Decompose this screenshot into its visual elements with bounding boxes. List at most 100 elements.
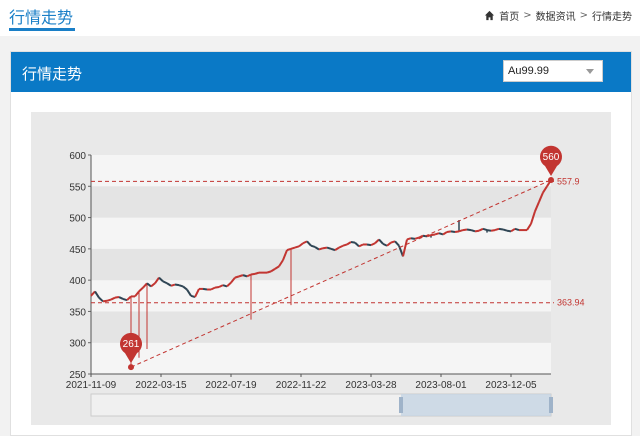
price-segment [466, 228, 472, 232]
page-title: 行情走势 [9, 8, 74, 27]
chevron-down-icon [586, 69, 594, 74]
price-segment [478, 227, 484, 232]
product-select-value: Au99.99 [508, 65, 549, 77]
grid-band [91, 155, 551, 187]
home-icon[interactable] [484, 10, 495, 21]
price-segment [542, 185, 548, 194]
zoom-handle-left[interactable] [399, 397, 403, 413]
price-segment [370, 242, 376, 247]
y-tick-label: 350 [69, 307, 86, 318]
price-segment [330, 247, 336, 252]
y-tick-label: 400 [69, 276, 86, 287]
price-segment [242, 274, 248, 278]
grid-band [91, 248, 551, 281]
price-segment [102, 299, 108, 303]
price-segment [302, 240, 308, 245]
max-marker-point [548, 177, 554, 184]
price-segment [110, 296, 116, 301]
price-segment [538, 192, 544, 203]
price-segment [318, 247, 324, 251]
price-segment [426, 234, 432, 238]
price-segment [134, 290, 140, 298]
y-tick-label: 500 [69, 214, 86, 225]
price-segment [530, 211, 536, 225]
x-tick-label: 2023-08-01 [415, 380, 467, 391]
price-segment [506, 229, 512, 233]
price-segment [290, 246, 296, 250]
price-segment [218, 284, 224, 288]
price-segment [162, 280, 168, 285]
max-marker-pin [540, 145, 562, 177]
price-segment [526, 223, 532, 231]
price-segment [434, 232, 440, 236]
price-segment [402, 239, 408, 257]
price-segment [366, 243, 372, 247]
market-panel: 行情走势 Au99.99 250 300 350 400 450 500 550 600 202… [10, 51, 632, 436]
price-segment [474, 229, 480, 233]
price-segment [178, 284, 184, 288]
price-segment [338, 244, 344, 249]
price-segment [510, 227, 516, 233]
zoom-handle-right[interactable] [549, 397, 553, 413]
price-segment [182, 285, 188, 291]
price-segment [222, 284, 228, 288]
price-segment [230, 277, 236, 284]
reference-line-label: 363.94 [557, 298, 585, 308]
product-select[interactable]: Au99.99 [503, 60, 603, 82]
price-segment [226, 281, 232, 288]
grid-band [91, 217, 551, 249]
price-segment [186, 288, 192, 297]
price-segment [250, 272, 256, 276]
price-segment [490, 229, 496, 232]
price-segment [410, 237, 416, 240]
price-segment [382, 242, 388, 247]
y-tick-label: 300 [69, 339, 86, 350]
price-segment [126, 295, 132, 301]
price-segment [462, 228, 468, 232]
price-segment [438, 232, 444, 236]
price-segment [470, 229, 476, 233]
price-segment [294, 245, 300, 249]
x-tick-label: 2022-07-19 [205, 380, 257, 391]
price-segment [406, 237, 412, 241]
price-segment [286, 247, 292, 252]
price-segment [306, 240, 312, 247]
price-segment [98, 296, 104, 303]
price-segment [146, 282, 152, 288]
price-segment [534, 201, 540, 212]
price-segment [270, 268, 276, 273]
breadcrumb-home[interactable]: 首页 [499, 12, 520, 23]
panel-title: 行情走势 [22, 65, 83, 83]
price-segment [158, 276, 164, 283]
price-segment [210, 286, 216, 291]
price-segment [174, 283, 180, 287]
price-segment [378, 238, 384, 245]
breadcrumb-data-info[interactable]: 数据资讯 [535, 12, 576, 23]
zoom-slider-window[interactable] [401, 394, 551, 416]
price-segment [494, 227, 500, 232]
price-segment [274, 265, 280, 270]
price-segment [194, 288, 200, 298]
price-segment [150, 282, 156, 288]
breadcrumb-separator: > [523, 10, 532, 21]
price-segment [202, 287, 208, 291]
price-segment [94, 290, 100, 299]
price-segment [314, 246, 320, 251]
price-segment [106, 298, 112, 302]
price-segment [354, 241, 360, 248]
price-segment [514, 227, 520, 232]
x-tick-label: 2021-11-09 [66, 380, 117, 391]
y-tick-label: 600 [69, 151, 86, 162]
price-chart: 250 300 350 400 450 500 550 600 2021-11-09 2022-0… [66, 145, 585, 417]
price-segment [414, 236, 420, 240]
y-tick-label: 550 [69, 182, 86, 193]
price-segment [394, 240, 400, 247]
grid-band [91, 186, 551, 218]
min-marker-pin [120, 332, 143, 364]
price-segment [326, 246, 332, 250]
price-segment [502, 228, 508, 232]
top-bar: 行情走势 首页 > 数据资讯 > 行情走势 [0, 0, 640, 36]
price-segment [122, 297, 128, 302]
x-tick-label: 2023-12-05 [485, 380, 537, 391]
price-segment [238, 274, 244, 278]
